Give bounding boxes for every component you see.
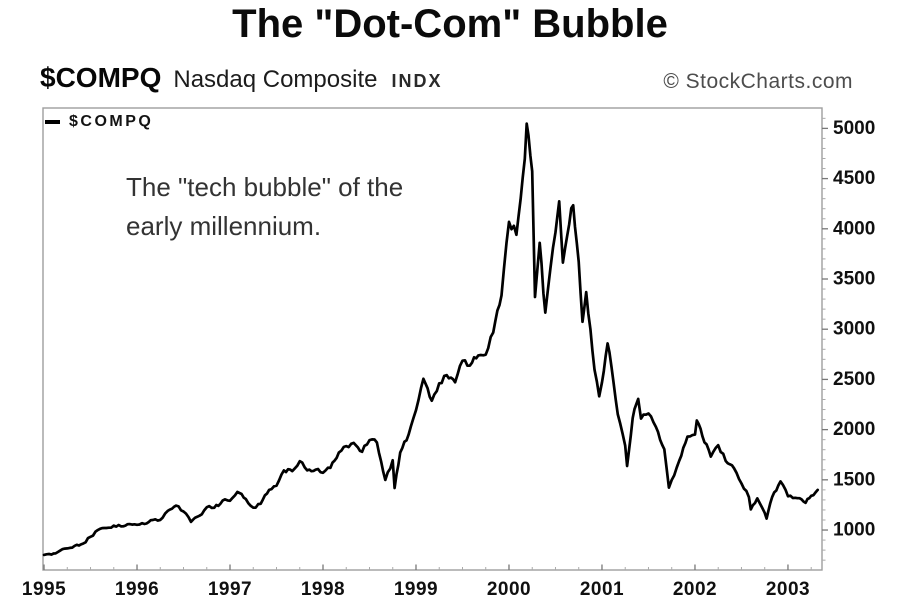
chart-annotation: The "tech bubble" of the early millenniu…: [126, 168, 403, 246]
legend-label: $COMPQ: [69, 113, 154, 130]
y-axis-tick-label: 4500: [833, 168, 875, 189]
stockcharts-credit: © StockCharts.com: [663, 70, 853, 93]
chart-header: $COMPQ Nasdaq Composite INDX: [40, 62, 442, 94]
y-axis-tick-label: 3000: [833, 319, 875, 340]
ticker-name: Nasdaq Composite: [173, 66, 378, 93]
y-axis-tick-label: 2500: [833, 369, 875, 390]
x-axis-tick-label: 2001: [580, 579, 624, 600]
annotation-line-1: The "tech bubble" of the: [126, 172, 404, 202]
x-axis-tick-label: 2003: [766, 579, 810, 600]
y-axis-tick-label: 3500: [833, 269, 875, 290]
x-axis-tick-label: 1999: [394, 579, 438, 600]
y-axis-tick-label: 1500: [833, 469, 875, 490]
y-axis-tick-label: 1000: [833, 520, 875, 541]
x-axis-tick-label: 1998: [301, 579, 345, 600]
x-axis: 1995 1996 1997 1998 1999 2000 2001 2002 2003: [22, 564, 812, 600]
y-axis: 1000 1500 2000 2500 3000 3500 4000 4500 5000: [822, 117, 875, 561]
x-axis-tick-label: 1997: [208, 579, 252, 600]
x-axis-tick-label: 2002: [673, 579, 717, 600]
x-axis-tick-label: 1996: [115, 579, 159, 600]
x-axis-tick-label: 2000: [487, 579, 531, 600]
x-axis-tick-label: 1995: [22, 579, 66, 600]
chart-legend: $COMPQ: [45, 113, 153, 131]
page-title: The "Dot-Com" Bubble: [232, 2, 668, 46]
y-axis-tick-label: 5000: [833, 118, 875, 139]
annotation-line-2: early millennium.: [126, 211, 322, 241]
price-line: [42, 122, 820, 557]
ticker-index-tag: INDX: [391, 71, 443, 91]
y-axis-tick-label: 4000: [833, 218, 875, 239]
ticker-symbol: $COMPQ: [40, 62, 162, 93]
y-axis-tick-label: 2000: [833, 419, 875, 440]
legend-line-swatch: [45, 120, 60, 124]
